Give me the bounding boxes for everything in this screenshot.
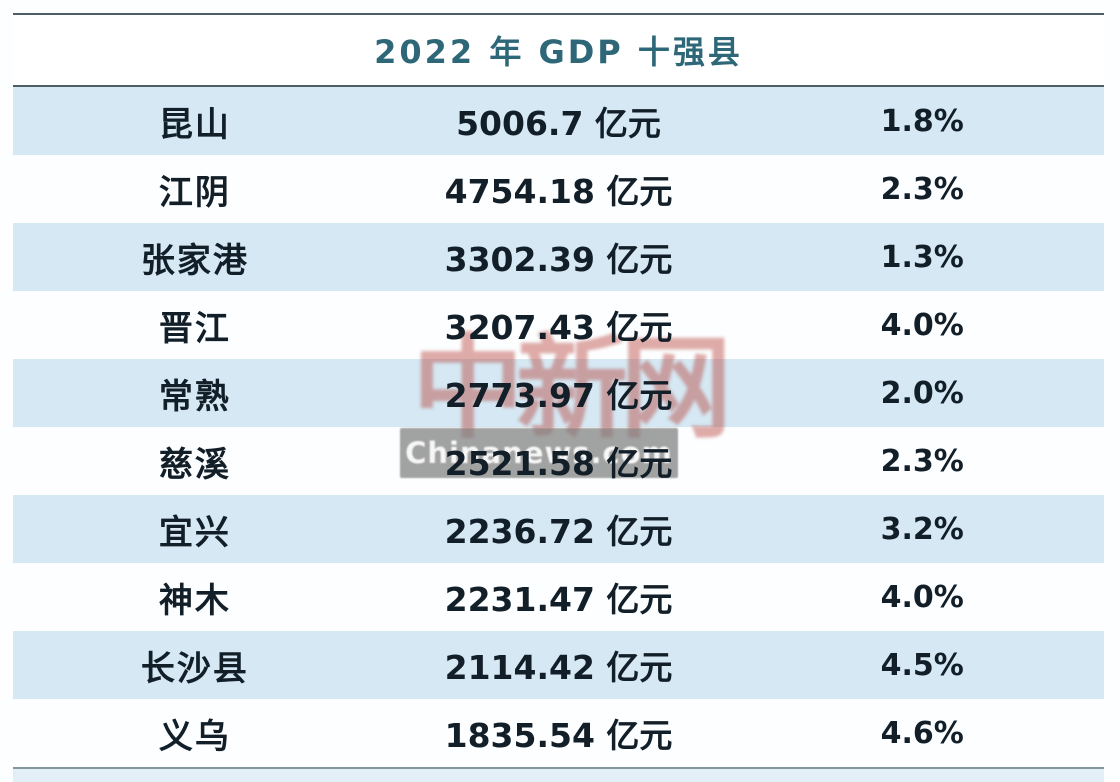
county-name: 义乌 (158, 716, 231, 757)
table-row: 昆山 5006.7 亿元 1.8% (13, 87, 1104, 155)
county-name: 晋江 (158, 308, 231, 349)
growth-rate: 4.6% (880, 715, 964, 751)
table-row: 常熟 2773.97 亿元 2.0% (13, 359, 1104, 427)
county-name: 慈溪 (158, 444, 231, 485)
growth-rate: 2.0% (880, 375, 964, 411)
gdp-value: 4754.18 亿元 (444, 172, 673, 211)
table-row: 江阴 4754.18 亿元 2.3% (13, 155, 1104, 223)
header-rule (13, 85, 1104, 87)
growth-rate: 4.5% (880, 647, 964, 683)
growth-rate: 3.2% (880, 511, 964, 547)
county-name: 宜兴 (158, 512, 231, 553)
gdp-value: 2231.47 亿元 (444, 580, 673, 619)
growth-rate: 4.0% (880, 579, 964, 615)
county-name: 常熟 (158, 376, 231, 417)
gdp-value: 1835.54 亿元 (444, 716, 673, 755)
county-name: 长沙县 (140, 648, 249, 689)
gdp-value: 5006.7 亿元 (456, 104, 661, 143)
county-name: 江阴 (158, 172, 231, 213)
growth-rate: 2.3% (880, 171, 964, 207)
bottom-rule (13, 767, 1104, 769)
page-title: 2022 年 GDP 十强县 (374, 33, 743, 71)
county-name: 昆山 (158, 104, 231, 145)
gdp-value: 2236.72 亿元 (444, 512, 673, 551)
growth-rate: 1.3% (880, 239, 964, 275)
top-rule (13, 13, 1104, 15)
table-body: 昆山 5006.7 亿元 1.8% 江阴 4754.18 亿元 2.3% 张家港… (13, 87, 1104, 767)
gdp-value: 3302.39 亿元 (444, 240, 673, 279)
table-row: 慈溪 2521.58 亿元 2.3% (13, 427, 1104, 495)
gdp-value: 2521.58 亿元 (444, 444, 673, 483)
table-row: 晋江 3207.43 亿元 4.0% (13, 291, 1104, 359)
county-name: 张家港 (140, 240, 249, 281)
growth-rate: 2.3% (880, 443, 964, 479)
gdp-value: 2114.42 亿元 (444, 648, 673, 687)
table-header: 2022 年 GDP 十强县 (13, 15, 1104, 85)
gdp-value: 2773.97 亿元 (444, 376, 673, 415)
growth-rate: 1.8% (880, 103, 964, 139)
table-row: 义乌 1835.54 亿元 4.6% (13, 699, 1104, 767)
gdp-value: 3207.43 亿元 (444, 308, 673, 347)
table-row: 长沙县 2114.42 亿元 4.5% (13, 631, 1104, 699)
growth-rate: 4.0% (880, 307, 964, 343)
table-row: 神木 2231.47 亿元 4.0% (13, 563, 1104, 631)
bottom-margin-strip (13, 769, 1104, 782)
table-row: 张家港 3302.39 亿元 1.3% (13, 223, 1104, 291)
table-row: 宜兴 2236.72 亿元 3.2% (13, 495, 1104, 563)
county-name: 神木 (158, 580, 231, 621)
